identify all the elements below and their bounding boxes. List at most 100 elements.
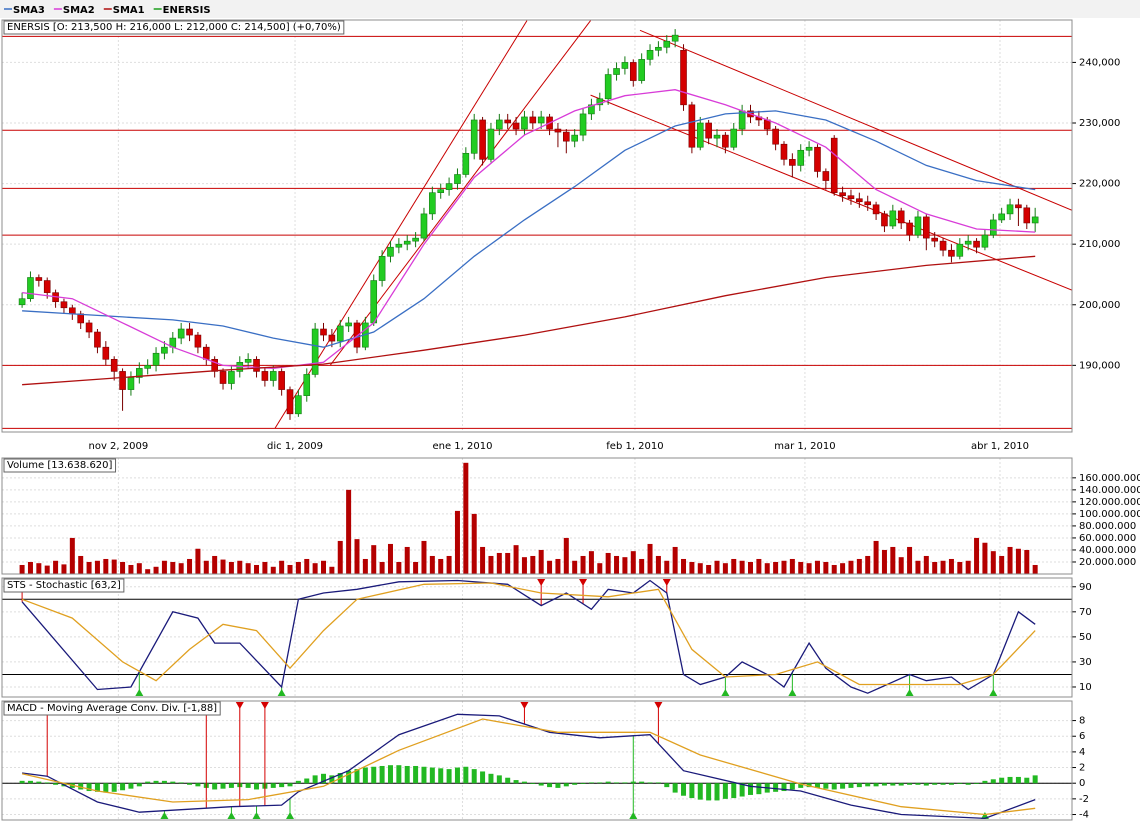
histogram-bar <box>396 765 402 784</box>
candle-body <box>872 204 880 215</box>
histogram-bar <box>999 777 1005 784</box>
candle-body <box>403 240 411 245</box>
panel-title-box <box>3 578 125 593</box>
legend-label: ENERSIS <box>163 5 211 16</box>
signal-buy <box>788 689 797 696</box>
candle-body <box>378 255 386 281</box>
candle-body <box>228 371 235 384</box>
volume-bar <box>722 563 728 574</box>
histogram-bar <box>898 783 904 786</box>
histogram-bar <box>965 783 971 785</box>
candle-body <box>814 146 821 172</box>
volume-bar <box>622 557 628 574</box>
histogram-bar <box>957 783 963 784</box>
volume-bar <box>605 552 611 574</box>
volume-bar <box>178 563 184 574</box>
series-line <box>21 579 1036 694</box>
histogram-bar <box>948 783 954 785</box>
y-tick-label: 0 <box>1079 778 1085 789</box>
volume-bar <box>555 558 561 574</box>
histogram-bar <box>220 783 226 789</box>
volume-bar <box>161 560 167 574</box>
histogram-bar <box>747 783 753 795</box>
x-tick-label: abr 1, 2010 <box>971 441 1029 452</box>
volume-bar <box>136 563 142 574</box>
y-tick-label: -4 <box>1079 810 1089 821</box>
y-tick-label: 160.000.000 <box>1079 473 1140 484</box>
volume-bar <box>220 559 226 574</box>
candle-body <box>77 313 85 324</box>
histogram-bar <box>136 783 142 787</box>
histogram-bar <box>228 783 234 788</box>
volume-bar <box>463 462 469 574</box>
histogram-bar <box>664 783 670 788</box>
candle-body <box>295 395 302 415</box>
candle-body <box>713 134 721 139</box>
volume-bar <box>1032 564 1038 574</box>
signal-sell <box>579 579 588 586</box>
volume-bar <box>245 563 251 574</box>
volume-bar <box>237 560 243 574</box>
signal-sell <box>654 702 663 709</box>
volume-bar <box>354 539 360 574</box>
histogram-bar <box>120 783 126 791</box>
candle-body <box>981 234 989 248</box>
candle-body <box>353 322 361 348</box>
histogram-bar <box>923 783 929 786</box>
volume-bar <box>103 558 109 574</box>
y-tick-label: 120.000.000 <box>1079 497 1140 508</box>
histogram-bar <box>44 782 50 784</box>
histogram-bar <box>773 783 779 792</box>
signal-sell <box>520 702 529 709</box>
volume-bar <box>279 560 285 574</box>
y-tick-label: 70 <box>1079 607 1092 618</box>
series-line <box>22 713 1036 820</box>
volume-bar <box>848 560 854 574</box>
candle-body <box>856 198 863 203</box>
volume-bar <box>814 560 820 574</box>
candle-body <box>914 216 922 236</box>
signal-buy <box>721 689 730 696</box>
histogram-bar <box>153 780 159 784</box>
signal-buy <box>160 812 169 819</box>
histogram-bar <box>706 783 712 801</box>
series-line <box>22 110 1036 348</box>
histogram-bar <box>346 770 352 784</box>
volume-bar <box>697 563 703 574</box>
histogram-bar <box>111 783 117 792</box>
candle-body <box>311 328 319 375</box>
x-tick-label: nov 2, 2009 <box>89 441 149 452</box>
histogram-bar <box>429 767 435 784</box>
volume-bar <box>614 555 620 574</box>
y-tick-label: 100.000.000 <box>1079 509 1140 520</box>
volume-bar <box>597 563 603 574</box>
histogram-bar <box>681 783 687 796</box>
volume-bar <box>907 546 913 574</box>
candle-body <box>1031 216 1039 224</box>
histogram-bar <box>639 781 645 784</box>
trend-line <box>329 20 591 366</box>
candle-body <box>278 371 285 390</box>
volume-bar <box>19 564 25 574</box>
volume-bar <box>212 555 218 574</box>
histogram-bar <box>161 780 167 784</box>
candle-body <box>629 62 637 81</box>
volume-bar <box>1015 548 1021 574</box>
volume-bar <box>203 560 209 574</box>
histogram-bar <box>170 781 176 784</box>
histogram-bar <box>974 783 980 784</box>
histogram-bar <box>187 783 193 785</box>
volume-bar <box>588 551 594 574</box>
candle-body <box>939 240 947 251</box>
candle-body <box>789 159 796 166</box>
histogram-bar <box>212 783 218 790</box>
candle-body <box>931 237 938 242</box>
volume-bar <box>94 560 100 574</box>
panel-border <box>1 19 1073 433</box>
candle-body <box>43 280 51 293</box>
candle-body <box>18 298 26 306</box>
signal-buy <box>989 689 998 696</box>
volume-bar <box>664 560 670 574</box>
volume-bar <box>856 558 862 574</box>
